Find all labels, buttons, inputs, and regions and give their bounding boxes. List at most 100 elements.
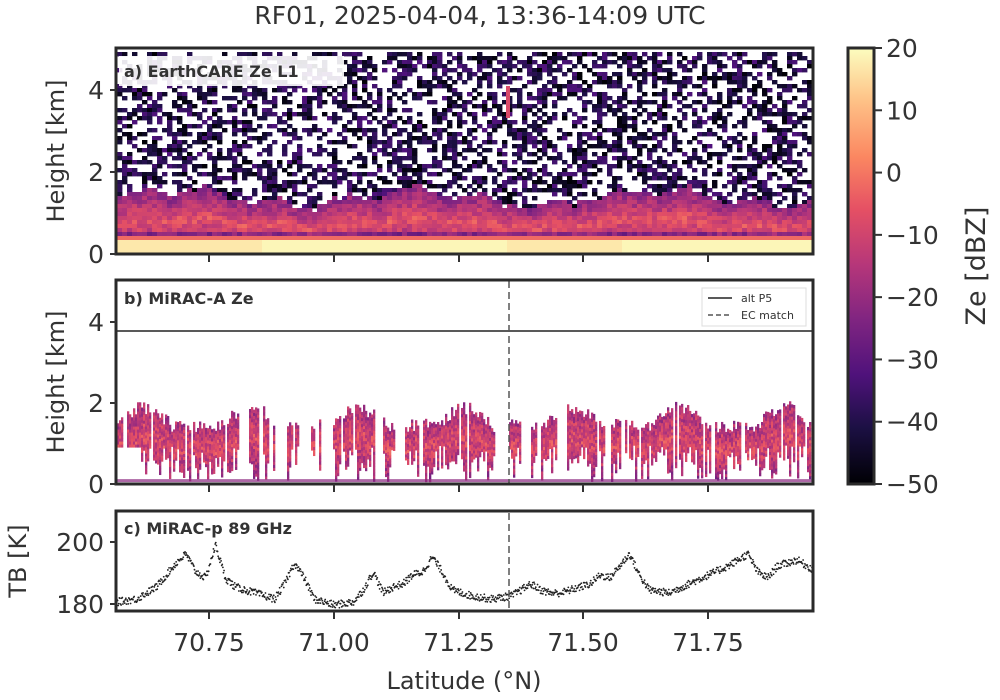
heatmap-cell-a <box>482 112 488 117</box>
heatmap-cell-a <box>347 160 353 165</box>
heatmap-cell-b <box>153 442 156 446</box>
heatmap-cell-a <box>552 236 558 241</box>
heatmap-cell-a <box>172 224 178 229</box>
heatmap-cell-a <box>617 104 623 109</box>
heatmap-cell-a <box>672 240 678 245</box>
heatmap-cell-b <box>129 426 132 430</box>
heatmap-cell-a <box>747 148 753 153</box>
heatmap-cell-a <box>592 220 598 225</box>
heatmap-cell-b <box>137 408 140 412</box>
heatmap-cell-a <box>792 176 798 181</box>
heatmap-cell-a <box>657 64 663 69</box>
heatmap-cell-a <box>247 144 253 149</box>
heatmap-cell-a <box>212 224 218 229</box>
heatmap-cell-a <box>532 220 538 225</box>
heatmap-cell-a <box>467 248 473 253</box>
heatmap-cell-a <box>562 180 568 185</box>
heatmap-cell-a <box>637 204 643 209</box>
heatmap-cell-a <box>157 192 163 197</box>
heatmap-cell-a <box>227 216 233 221</box>
heatmap-cell-a <box>742 52 748 57</box>
heatmap-cell-a <box>427 184 433 189</box>
heatmap-cell-a <box>737 88 743 93</box>
heatmap-cell-a <box>472 72 478 77</box>
heatmap-cell-b <box>147 458 150 462</box>
heatmap-cell-a <box>162 232 168 237</box>
heatmap-cell-a <box>382 244 388 249</box>
heatmap-cell-a <box>682 196 688 201</box>
heatmap-cell-a <box>692 196 698 201</box>
heatmap-cell-a <box>422 228 428 233</box>
heatmap-cell-a <box>542 244 548 249</box>
heatmap-cell-a <box>267 160 273 165</box>
heatmap-cell-a <box>397 208 403 213</box>
heatmap-cell-a <box>342 100 348 105</box>
heatmap-cell-a <box>597 232 603 237</box>
heatmap-cell-a <box>667 184 673 189</box>
heatmap-cell-a <box>572 232 578 237</box>
heatmap-cell-a <box>357 240 363 245</box>
heatmap-cell-a <box>697 216 703 221</box>
heatmap-cell-a <box>387 192 393 197</box>
heatmap-cell-a <box>472 232 478 237</box>
heatmap-cell-a <box>572 216 578 221</box>
heatmap-cell-a <box>432 132 438 137</box>
heatmap-cell-a <box>647 184 653 189</box>
heatmap-cell-b <box>159 441 162 446</box>
heatmap-cell-b <box>181 460 184 464</box>
heatmap-cell-b <box>139 432 142 436</box>
heatmap-cell-b <box>139 426 142 430</box>
panel-a-label-box <box>119 56 344 86</box>
heatmap-cell-a <box>487 228 493 233</box>
heatmap-cell-b <box>179 445 182 449</box>
heatmap-cell-a <box>477 192 483 197</box>
heatmap-cell-a <box>722 140 728 145</box>
heatmap-cell-a <box>787 236 793 241</box>
heatmap-cell-a <box>492 116 498 121</box>
heatmap-cell-a <box>677 140 683 145</box>
heatmap-cell-a <box>682 176 688 181</box>
heatmap-cell-a <box>797 236 803 241</box>
heatmap-cell-a <box>372 100 378 105</box>
heatmap-cell-a <box>172 196 178 201</box>
heatmap-cell-a <box>562 184 568 189</box>
heatmap-cell-a <box>617 204 623 209</box>
heatmap-cell-a <box>212 92 218 97</box>
heatmap-cell-a <box>717 152 723 157</box>
heatmap-cell-a <box>147 228 153 233</box>
heatmap-cell-a <box>402 216 408 221</box>
heatmap-cell-a <box>527 136 533 141</box>
heatmap-cell-a <box>782 212 788 217</box>
heatmap-cell-b <box>143 438 146 442</box>
heatmap-cell-a <box>167 224 173 229</box>
heatmap-cell-a <box>802 112 808 117</box>
heatmap-cell-a <box>282 112 288 117</box>
heatmap-cell-a <box>227 196 233 201</box>
heatmap-cell-a <box>537 92 543 97</box>
heatmap-cell-a <box>142 148 148 153</box>
heatmap-cell-a <box>737 180 743 185</box>
heatmap-cell-a <box>637 56 643 61</box>
heatmap-cell-a <box>437 160 443 165</box>
heatmap-cell-a <box>487 220 493 225</box>
heatmap-cell-a <box>462 108 468 113</box>
heatmap-cell-a <box>212 204 218 209</box>
heatmap-cell-a <box>397 148 403 153</box>
heatmap-cell-a <box>297 160 303 165</box>
heatmap-cell-a <box>467 148 473 153</box>
heatmap-cell-a <box>297 156 303 161</box>
heatmap-cell-a <box>342 52 348 57</box>
heatmap-cell-a <box>707 232 713 237</box>
heatmap-cell-a <box>387 52 393 57</box>
heatmap-cell-a <box>227 108 233 113</box>
heatmap-cell-a <box>407 220 413 225</box>
heatmap-cell-b <box>147 452 150 456</box>
heatmap-cell-a <box>167 144 173 149</box>
heatmap-cell-a <box>597 92 603 97</box>
heatmap-cell-a <box>302 228 308 233</box>
heatmap-cell-a <box>142 160 148 165</box>
heatmap-cell-a <box>802 236 808 241</box>
heatmap-cell-a <box>237 52 243 57</box>
heatmap-cell-a <box>342 216 348 221</box>
heatmap-cell-a <box>757 208 763 213</box>
